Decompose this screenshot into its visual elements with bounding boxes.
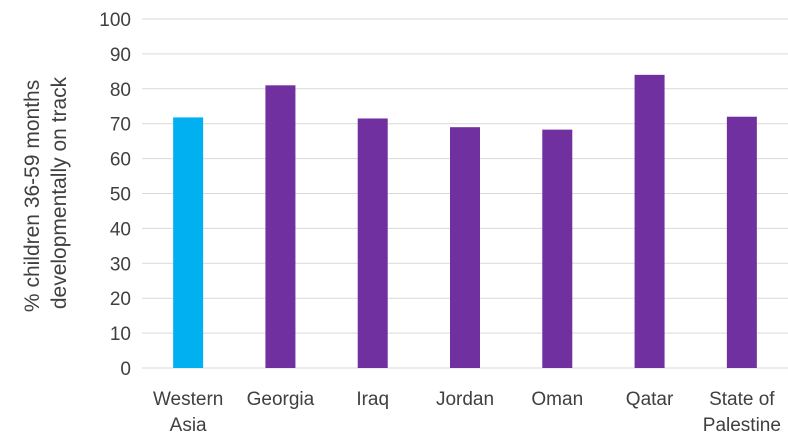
x-tick-label: Qatar	[626, 389, 674, 410]
x-tick-label: Georgia	[247, 389, 315, 410]
x-tick-label: Oman	[531, 389, 583, 410]
bar	[265, 85, 296, 368]
y-tick-label: 10	[110, 324, 131, 345]
bar	[450, 127, 480, 368]
y-tick-labels: 0 10 20 30 40 50 60 70 80 90 100	[99, 10, 131, 380]
y-axis-label: % children 36-59 months developmentally …	[21, 74, 71, 312]
y-tick-label: 100	[99, 10, 131, 31]
y-tick-label: 90	[110, 45, 131, 66]
y-tick-label: 40	[110, 219, 131, 240]
y-axis-label-line-2: developmentally on track	[48, 76, 71, 309]
x-tick-label-line: State of	[709, 389, 775, 410]
y-tick-label: 30	[110, 254, 131, 275]
x-tick-label-line: Iraq	[356, 389, 389, 410]
x-tick-label-line: Georgia	[247, 389, 315, 410]
bar	[634, 74, 665, 368]
x-tick-label-line: Asia	[170, 415, 207, 436]
x-tick-label-line: Oman	[531, 389, 583, 410]
y-tick-label: 0	[120, 359, 131, 380]
y-tick-label: 50	[110, 185, 131, 206]
y-tick-label: 60	[110, 150, 131, 171]
y-axis-label-line-1: % children 36-59 months	[21, 80, 44, 312]
x-tick-label: Jordan	[436, 389, 494, 410]
x-tick-label: Iraq	[356, 389, 389, 410]
y-tick-label: 80	[110, 80, 131, 101]
x-tick-label-line: Qatar	[626, 389, 674, 410]
x-tick-label-line: Jordan	[436, 389, 494, 410]
bar	[357, 118, 388, 368]
x-tick-label-line: Palestine	[703, 415, 781, 436]
bar	[542, 129, 573, 368]
bar	[173, 117, 204, 368]
x-tick-label: Western Asia	[153, 389, 223, 436]
bars	[173, 74, 757, 368]
x-tick-label-line: Western	[153, 389, 223, 410]
y-tick-label: 20	[110, 289, 131, 310]
x-tick-label: State of Palestine	[703, 389, 781, 436]
x-tick-labels: Western Asia Georgia Iraq Jordan Oman Qatar Sta…	[153, 389, 781, 436]
y-tick-label: 70	[110, 115, 131, 136]
bar	[726, 116, 757, 368]
